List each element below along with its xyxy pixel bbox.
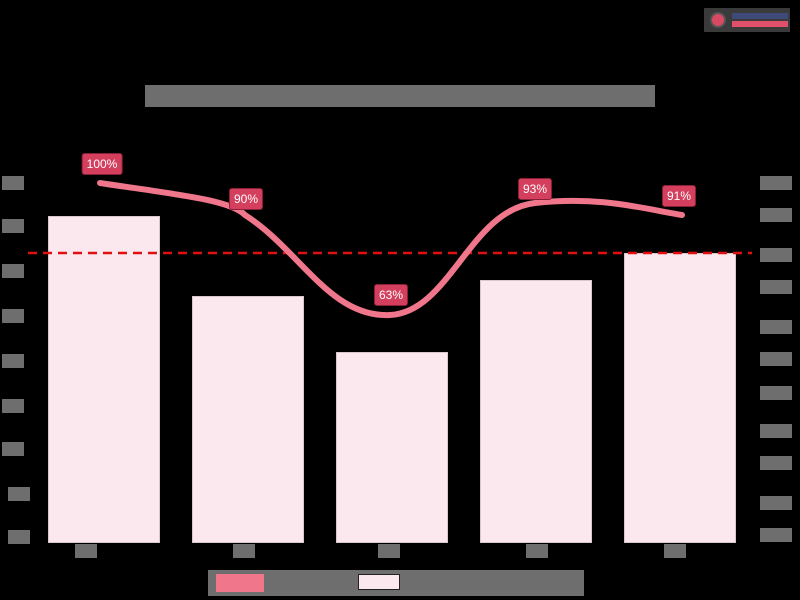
x-axis-label: (redacted 3) xyxy=(378,544,400,558)
right-axis-label xyxy=(760,496,792,510)
x-axis-label: (redacted 5) xyxy=(664,544,686,558)
left-axis-label xyxy=(2,309,24,323)
right-axis-label xyxy=(760,528,792,542)
right-axis-label xyxy=(760,280,792,294)
right-axis-label xyxy=(760,352,792,366)
legend-swatch-bar xyxy=(358,574,400,590)
bar-3 xyxy=(336,352,448,543)
left-axis-label xyxy=(8,487,30,501)
left-axis-label xyxy=(2,354,24,368)
data-label: 100% xyxy=(81,153,123,175)
right-axis-label xyxy=(760,456,792,470)
legend-label: (redacted) xyxy=(404,576,454,588)
right-axis-label xyxy=(760,208,792,222)
left-axis-label xyxy=(8,530,30,544)
bar-4 xyxy=(480,280,592,543)
right-axis-label xyxy=(760,176,792,190)
left-axis-label xyxy=(2,399,24,413)
bar-1 xyxy=(48,216,160,543)
right-axis-label xyxy=(760,386,792,400)
left-axis-label xyxy=(2,219,24,233)
data-label: 93% xyxy=(517,178,553,200)
right-axis-label xyxy=(760,424,792,438)
trend-line xyxy=(97,180,685,319)
right-axis-label xyxy=(760,320,792,334)
logo-wordmark-bottom xyxy=(732,21,788,27)
left-axis-label xyxy=(2,442,24,456)
x-axis-label: (redacted 2) xyxy=(233,544,255,558)
bar-2 xyxy=(192,296,304,543)
legend-label: (redacted) xyxy=(270,576,320,588)
legend: (redacted) (redacted) xyxy=(208,570,584,596)
legend-swatch-line xyxy=(216,574,264,592)
brand-logo xyxy=(704,8,790,32)
left-axis-label xyxy=(2,264,24,278)
left-axis-label xyxy=(2,176,24,190)
chart-title: (title text redacted) xyxy=(145,85,655,107)
logo-icon xyxy=(710,12,726,28)
right-axis-label xyxy=(760,248,792,262)
data-label: 63% xyxy=(373,284,409,306)
logo-wordmark-top xyxy=(732,13,788,19)
data-label: 91% xyxy=(661,185,697,207)
data-label: 90% xyxy=(228,188,264,210)
x-axis-label: (redacted 1) xyxy=(75,544,97,558)
x-axis-label: (redacted 4) xyxy=(526,544,548,558)
